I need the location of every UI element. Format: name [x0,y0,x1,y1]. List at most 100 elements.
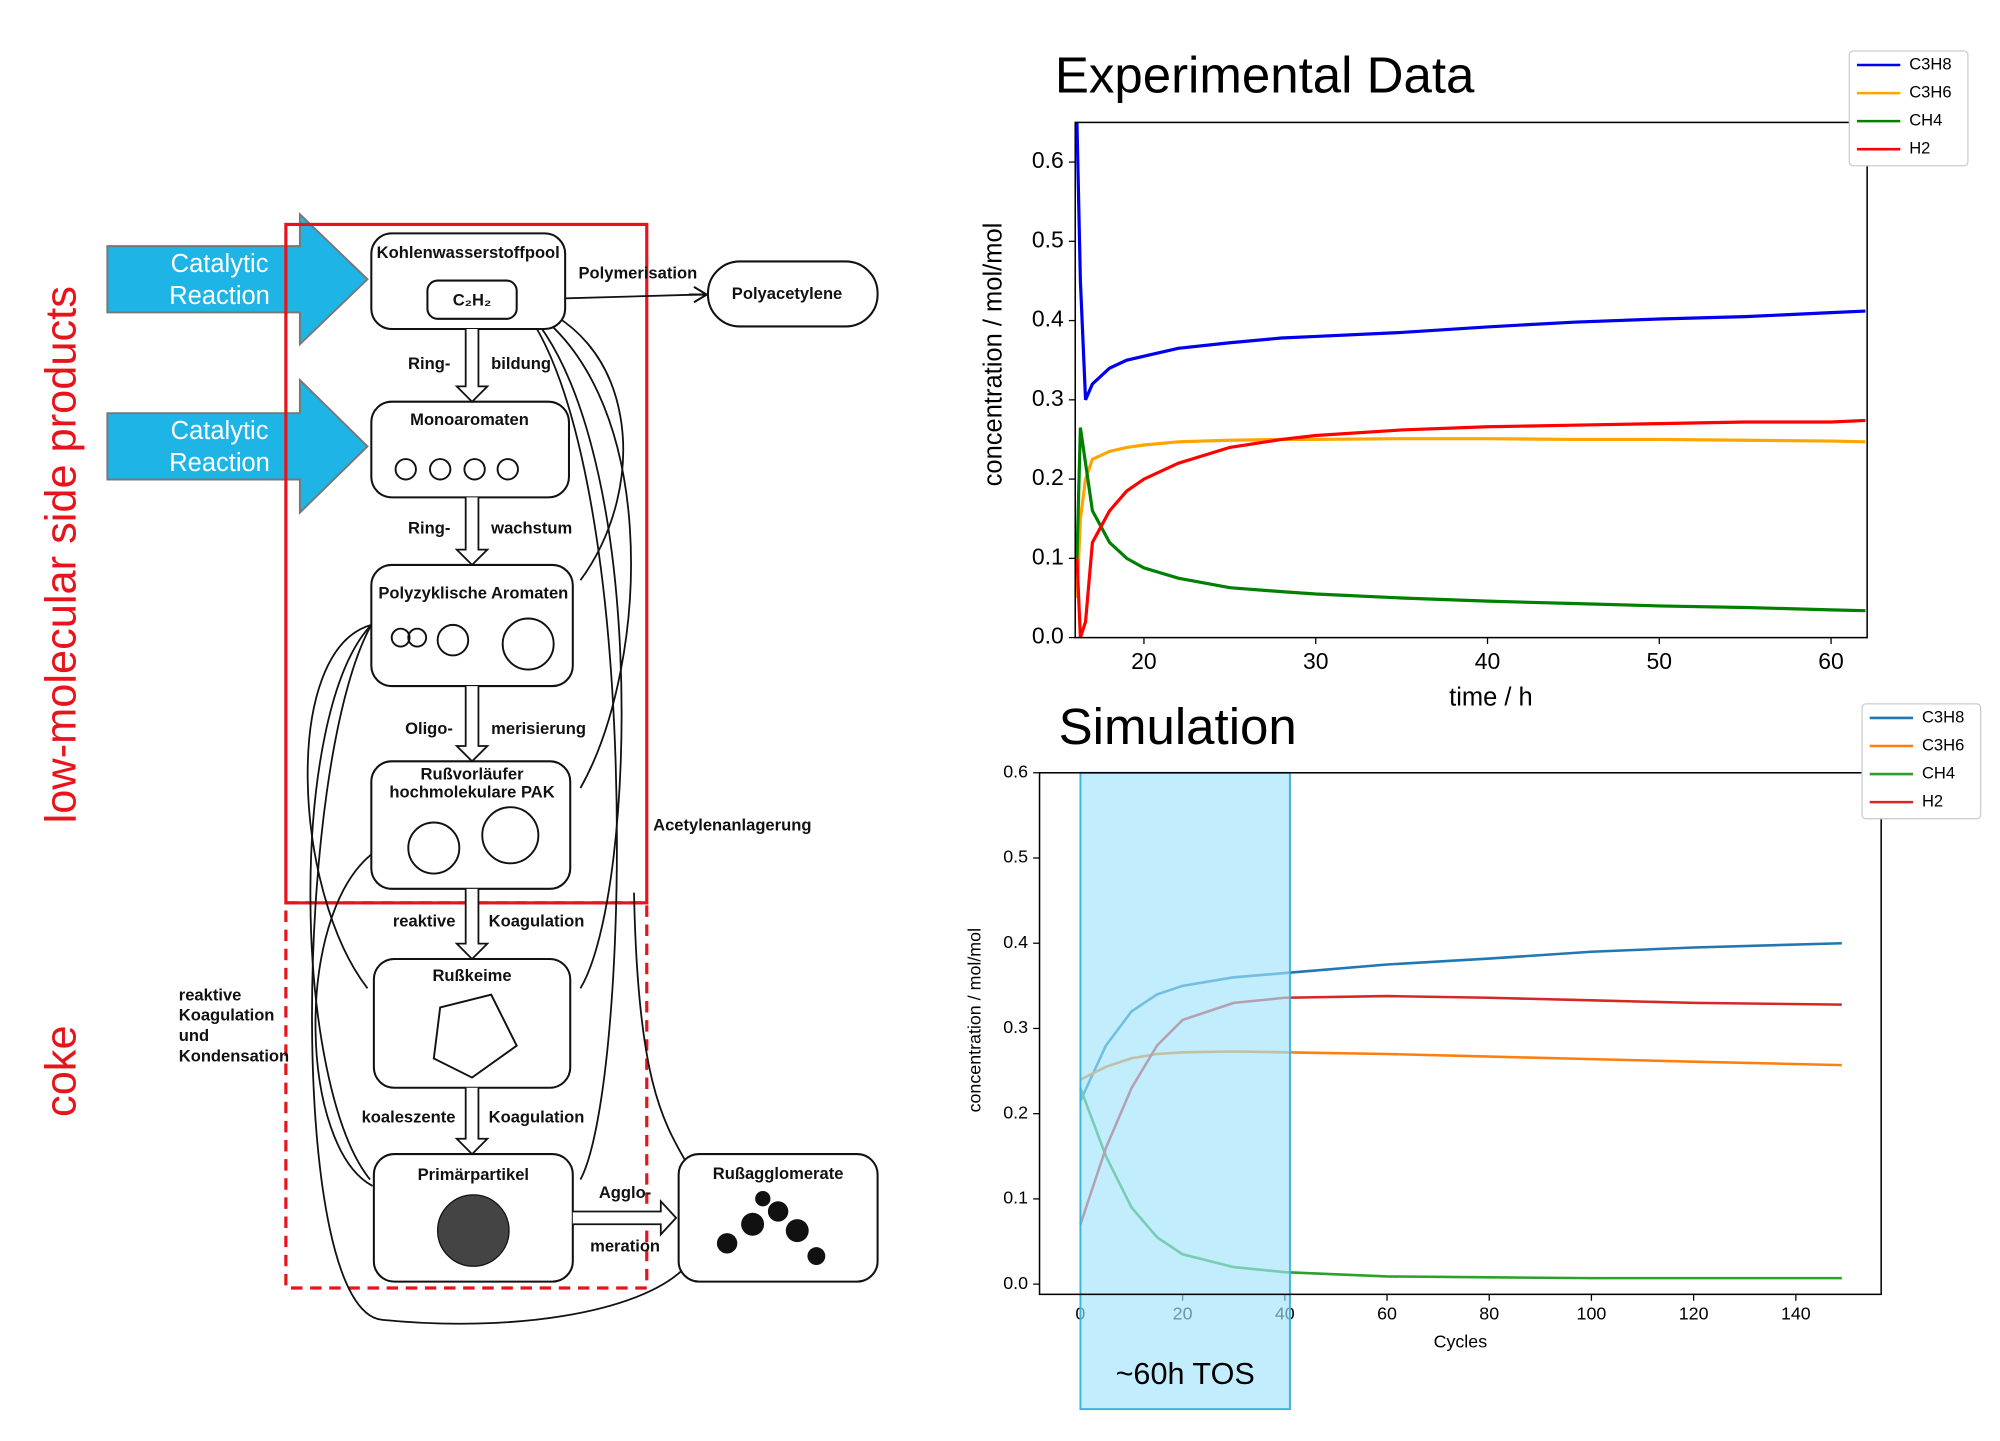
connector [314,853,374,1187]
y-tick-label: 0.0 [1032,623,1064,649]
edge-label: meration [590,1237,660,1256]
x-axis-label: Cycles [1434,1332,1488,1352]
node-label: Polyzyklische Aromaten [378,584,568,603]
y-tick-label: 0.4 [1003,932,1028,952]
edge-label: Ring- [408,519,450,538]
y-tick-label: 0.5 [1003,847,1028,867]
chart-title: Experimental Data [1055,47,1475,104]
x-tick-label: 50 [1647,648,1673,674]
y-tick-label: 0.6 [1032,147,1064,173]
series-line [1075,437,1866,599]
y-tick-label: 0.0 [1003,1273,1028,1293]
legend-label: H2 [1909,139,1930,158]
edge-label: Agglo- [599,1183,651,1202]
connector [311,624,685,1325]
connector [516,299,623,989]
aromatic-icons [390,458,555,1079]
flow-arrow [454,686,490,763]
y-tick-label: 0.2 [1003,1102,1028,1122]
x-tick-label: 60 [1818,648,1844,674]
input-label: Catalytic [171,417,269,445]
y-tick-label: 0.3 [1032,385,1064,411]
x-tick-label: 60 [1377,1303,1397,1323]
y-tick-label: 0.3 [1003,1017,1028,1037]
flow-arrow [572,1198,678,1237]
node-label: Monoaromaten [410,410,529,429]
x-axis-label: time / h [1449,684,1533,712]
node-label: hochmolekulare PAK [389,783,554,802]
flow-arrow [454,329,490,403]
legend-label: C3H8 [1909,54,1951,73]
edge-label: Koagulation [489,911,585,930]
node-label: Primärpartikel [418,1165,529,1184]
edge-label: Ring- [408,354,450,373]
x-tick-label: 30 [1303,648,1329,674]
y-tick-label: 0.5 [1032,226,1064,252]
particle-icon [436,1194,510,1267]
legend-box [1861,703,1982,820]
node-label: Rußvorläufer [421,765,525,784]
series-line [1075,122,1866,401]
node-label: Rußkeime [432,966,511,985]
connector [633,892,690,1168]
x-tick-label: 120 [1679,1303,1709,1323]
x-tick-label: 80 [1479,1303,1499,1323]
edge-label: Koagulation [489,1108,585,1127]
input-label: Catalytic [171,250,269,278]
y-tick-label: 0.6 [1003,762,1028,782]
edge-label: reaktive [393,911,456,930]
legend-label: CH4 [1922,763,1955,782]
legend-label: CH4 [1909,111,1942,130]
y-tick-label: 0.4 [1032,306,1064,332]
edge-label: koaleszente [362,1108,456,1127]
y-axis-label: concentration / mol/mol [964,928,984,1112]
plot-frame [1038,772,1882,1296]
edge-label: wachstum [490,519,572,538]
input-label: Reaction [169,449,270,477]
flow-arrow [688,286,709,304]
connector [309,624,372,1181]
side-note: Kondensation [179,1047,289,1066]
y-tick-label: 0.1 [1032,543,1064,569]
x-tick-label: 40 [1475,648,1501,674]
highlight-label: ~60h TOS [1116,1357,1255,1391]
connector [516,299,618,1180]
legend-label: C3H8 [1922,707,1964,726]
series-line [1075,427,1866,613]
plot-frame [1074,121,1868,639]
edge-label: Oligo- [405,719,453,738]
node-label: Kohlenwasserstoffpool [377,243,560,262]
connector [306,623,372,989]
legend-box [1848,50,1969,167]
node-label: Polyacetylene [732,284,842,303]
y-tick-label: 0.1 [1003,1188,1028,1208]
side-note: Koagulation [179,1006,275,1025]
legend-label: C3H6 [1922,735,1964,754]
y-axis-label: concentration / mol/mol [980,223,1008,487]
input-arrow [106,211,369,347]
x-tick-label: 20 [1131,648,1157,674]
side-label: coke [37,1025,85,1117]
y-tick-label: 0.2 [1032,464,1064,490]
input-label: Reaction [169,282,270,310]
diagram: Catalytic Reaction Catalytic Reaction lo… [37,211,879,1325]
x-tick-label: 100 [1577,1303,1607,1323]
flow-arrow [454,888,490,961]
side-label: low-molecular side products [37,286,85,823]
connector [516,298,632,789]
highlight-region [1079,771,1291,1411]
flow-arrow [454,497,490,567]
node [706,260,879,328]
input-arrow [106,377,369,515]
legend-label: C3H6 [1909,82,1951,101]
node-label: C₂H₂ [453,290,492,309]
side-note: und [179,1026,209,1045]
edge-label: Polymerisation [578,264,697,283]
legend-label: H2 [1922,791,1943,810]
flow-arrow [454,1087,490,1156]
edge-label: merisierung [491,719,586,738]
x-tick-label: 140 [1781,1303,1811,1323]
side-note: reaktive [179,985,242,1004]
node-label: Rußagglomerate [713,1164,844,1183]
